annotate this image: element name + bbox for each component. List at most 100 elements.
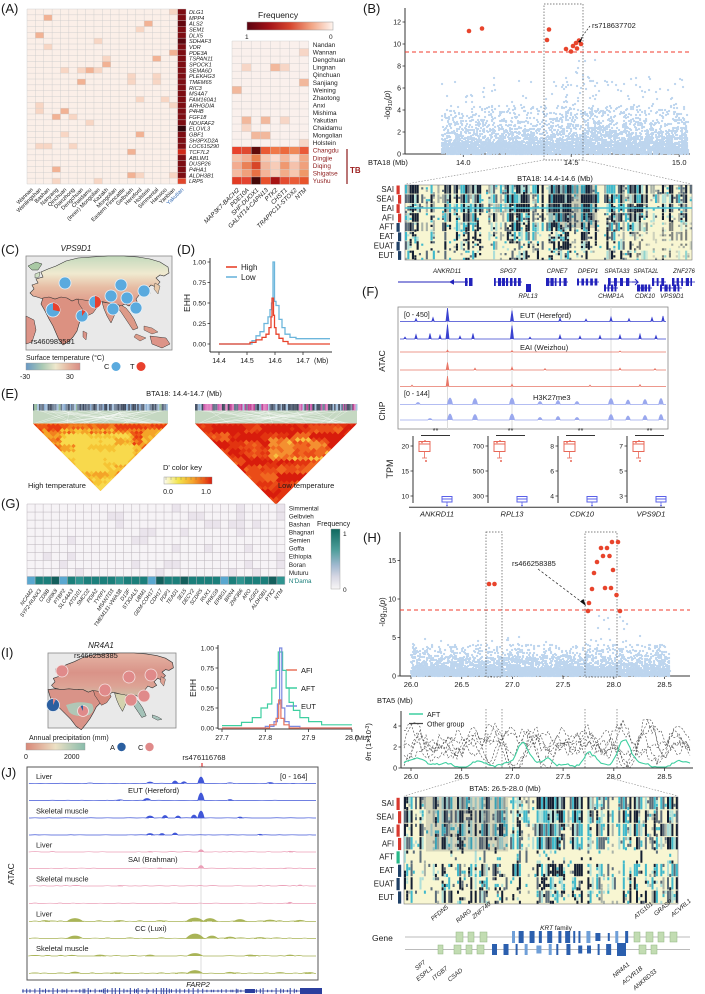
svg-text:28.0: 28.0: [606, 772, 621, 781]
svg-text:H3K27me3: H3K27me3: [533, 393, 571, 402]
svg-text:15: 15: [388, 558, 396, 565]
svg-text:1: 1: [245, 34, 249, 41]
svg-text:RPL13: RPL13: [519, 293, 538, 300]
svg-text:EAI: EAI: [381, 826, 394, 835]
svg-text:500: 500: [473, 468, 485, 475]
svg-text:Bhagnari: Bhagnari: [289, 530, 314, 537]
svg-text:4: 4: [393, 723, 397, 730]
svg-text:LOC615290: LOC615290: [189, 144, 220, 150]
svg-text:0: 0: [329, 34, 333, 41]
svg-text:ZNF276: ZNF276: [672, 269, 695, 275]
svg-text:P4HA1: P4HA1: [189, 168, 207, 174]
svg-text:SDHAF3: SDHAF3: [189, 39, 212, 45]
svg-text:EUT: EUT: [301, 702, 316, 711]
svg-text:AFT: AFT: [301, 684, 316, 693]
svg-text:SPOCK1: SPOCK1: [189, 63, 212, 69]
svg-text:12: 12: [393, 19, 401, 26]
svg-text:BTA18: 14.4-14.6 (Mb): BTA18: 14.4-14.6 (Mb): [517, 174, 593, 183]
svg-text:1: 1: [343, 531, 347, 538]
svg-text:**: **: [433, 426, 439, 435]
svg-text:0.25: 0.25: [193, 321, 206, 328]
svg-text:ABLIM1: ABLIM1: [188, 156, 209, 162]
svg-text:High: High: [241, 263, 257, 272]
svg-text:28.0: 28.0: [345, 735, 359, 742]
svg-text:300: 300: [473, 493, 485, 500]
svg-text:4: 4: [550, 493, 554, 500]
svg-text:AFT: AFT: [379, 853, 394, 862]
svg-text:AFI: AFI: [301, 666, 313, 675]
svg-text:GBF1: GBF1: [189, 133, 204, 139]
svg-text:10: 10: [401, 493, 409, 500]
svg-text:SEAI: SEAI: [376, 195, 394, 204]
svg-text:FGF18: FGF18: [189, 115, 207, 121]
svg-text:Surface temperature (°C): Surface temperature (°C): [26, 354, 104, 362]
svg-text:AFT: AFT: [379, 223, 394, 232]
svg-text:EAI: EAI: [381, 204, 394, 213]
svg-text:-log10(p): -log10(p): [378, 597, 389, 627]
svg-text:Annual precipitation (mm): Annual precipitation (mm): [29, 735, 109, 742]
svg-text:Diqing: Diqing: [313, 163, 332, 170]
svg-text:NDUFAF2: NDUFAF2: [189, 121, 215, 127]
svg-text:14.5: 14.5: [564, 158, 579, 167]
svg-text:Low temperature: Low temperature: [278, 481, 334, 490]
svg-text:BTA5: 26.5-28.0 (Mb): BTA5: 26.5-28.0 (Mb): [469, 784, 541, 793]
svg-text:TSPAN11: TSPAN11: [189, 57, 213, 63]
svg-text:0.25: 0.25: [201, 705, 214, 712]
svg-text:PLEKHG3: PLEKHG3: [189, 74, 216, 80]
svg-text:700: 700: [473, 443, 485, 450]
svg-text:28.5: 28.5: [657, 680, 672, 689]
svg-text:EAI (Weizhou): EAI (Weizhou): [520, 343, 569, 352]
svg-text:MS4A7: MS4A7: [189, 92, 208, 98]
svg-text:27.0: 27.0: [505, 680, 520, 689]
svg-text:Weining: Weining: [313, 87, 336, 94]
svg-text:Low: Low: [241, 273, 256, 282]
svg-text:28.0: 28.0: [606, 680, 621, 689]
svg-text:EUT: EUT: [378, 251, 394, 260]
svg-text:P4HB: P4HB: [189, 109, 204, 115]
svg-text:EUT: EUT: [378, 893, 394, 902]
svg-text:(G): (G): [1, 496, 20, 511]
svg-text:ATAC: ATAC: [6, 863, 16, 884]
svg-text:**: **: [578, 426, 584, 435]
svg-text:ChIP: ChIP: [377, 401, 387, 420]
svg-text:14.7: 14.7: [296, 358, 310, 365]
svg-text:27.7: 27.7: [215, 735, 229, 742]
svg-text:TMEM65: TMEM65: [189, 80, 213, 86]
svg-text:1.0: 1.0: [201, 489, 211, 496]
svg-text:N'Dama: N'Dama: [289, 578, 312, 585]
svg-text:(I): (I): [1, 645, 13, 660]
svg-text:ANKRD11: ANKRD11: [419, 510, 454, 519]
svg-text:**: **: [647, 426, 653, 435]
svg-text:Liver: Liver: [36, 772, 53, 781]
svg-text:BTA18 (Mb): BTA18 (Mb): [368, 158, 408, 167]
svg-text:BTA5 (Mb): BTA5 (Mb): [377, 696, 413, 705]
svg-text:AFI: AFI: [382, 839, 394, 848]
svg-text:Gelbvieh: Gelbvieh: [289, 514, 314, 521]
svg-text:Semien: Semien: [289, 538, 311, 545]
svg-text:SEAI: SEAI: [376, 813, 394, 822]
svg-text:27.9: 27.9: [302, 735, 316, 742]
svg-text:Liver: Liver: [36, 910, 53, 919]
svg-text:27.0: 27.0: [505, 772, 520, 781]
svg-text:Frequency: Frequency: [317, 521, 351, 528]
svg-text:Yushu: Yushu: [313, 178, 331, 185]
svg-text:D' color key: D' color key: [163, 463, 202, 472]
svg-text:0.50: 0.50: [201, 685, 214, 692]
svg-text:6: 6: [550, 468, 554, 475]
svg-text:CHMP1A: CHMP1A: [598, 293, 624, 300]
svg-text:Muturu: Muturu: [289, 570, 309, 577]
svg-text:CC (Luxi): CC (Luxi): [135, 924, 167, 933]
svg-text:KRT family: KRT family: [540, 925, 572, 932]
svg-text:26.5: 26.5: [454, 680, 469, 689]
svg-text:15.0: 15.0: [672, 158, 687, 167]
svg-text:ELOVL3: ELOVL3: [189, 127, 211, 133]
svg-text:(B): (B): [363, 1, 380, 16]
svg-text:8: 8: [397, 63, 401, 70]
svg-text:Yakutian: Yakutian: [313, 118, 338, 125]
svg-text:VDR: VDR: [189, 45, 201, 51]
svg-text:EUT (Hereford): EUT (Hereford): [128, 786, 180, 795]
svg-text:28.5: 28.5: [657, 772, 672, 781]
svg-text:EUT (Hereford): EUT (Hereford): [520, 311, 572, 320]
svg-text:10: 10: [393, 41, 401, 48]
svg-text:(A): (A): [1, 1, 18, 16]
